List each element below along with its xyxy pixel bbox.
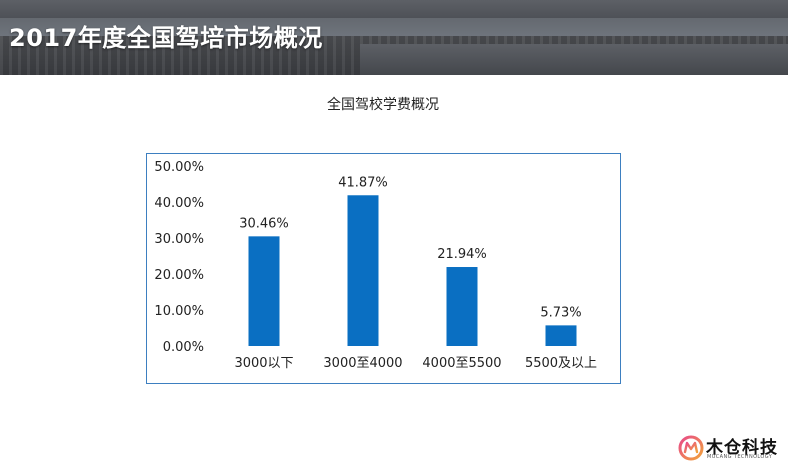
chart-title: 全国驾校学费概况 — [327, 97, 439, 113]
data-label: 30.46% — [239, 216, 289, 231]
chart-frame — [146, 153, 621, 384]
bar — [347, 195, 379, 346]
x-tick-label: 5500及以上 — [525, 356, 597, 371]
banner-roofs — [360, 44, 788, 75]
x-tick-label: 3000以下 — [234, 356, 293, 371]
x-tick-label: 3000至4000 — [323, 356, 402, 371]
y-tick-label: 20.00% — [154, 268, 204, 283]
data-label: 21.94% — [437, 247, 487, 262]
logo-sub: MUCANG TECHNOLOGY — [707, 454, 773, 460]
page-title: 2017年度全国驾培市场概况 — [9, 24, 323, 52]
x-tick-label: 4000至5500 — [422, 356, 501, 371]
company-logo: 木仓科技 MUCANG TECHNOLOGY — [678, 431, 783, 463]
bar — [545, 325, 577, 346]
y-tick-label: 0.00% — [163, 340, 204, 355]
logo-mark-icon — [678, 435, 704, 461]
logo-brand: 木仓科技 — [706, 438, 778, 458]
y-tick-label: 30.00% — [154, 232, 204, 247]
bar — [446, 267, 478, 346]
header-banner: 2017年度全国驾培市场概况 — [0, 0, 788, 75]
data-label: 5.73% — [540, 305, 581, 320]
y-tick-label: 50.00% — [154, 160, 204, 175]
y-tick-label: 40.00% — [154, 196, 204, 211]
banner-water — [0, 18, 788, 38]
bar — [248, 236, 280, 346]
data-label: 41.87% — [338, 175, 388, 190]
y-tick-label: 10.00% — [154, 304, 204, 319]
